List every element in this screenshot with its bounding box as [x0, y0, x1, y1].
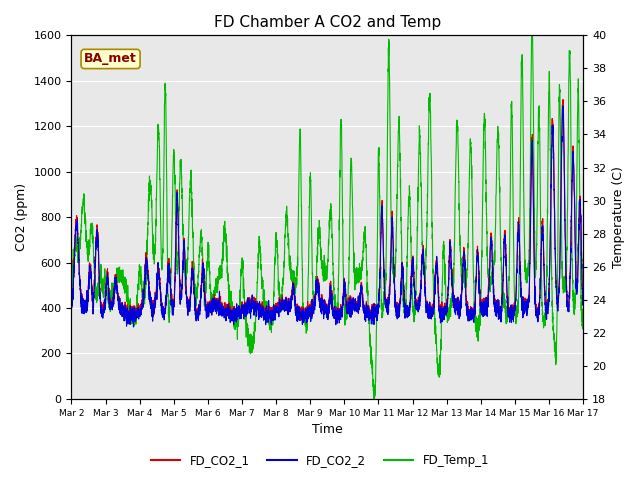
Y-axis label: CO2 (ppm): CO2 (ppm): [15, 183, 28, 251]
FD_Temp_1: [370, 396, 378, 402]
Line: FD_Temp_1: FD_Temp_1: [72, 36, 583, 399]
FD_CO2_1: [310, 296, 318, 301]
FD_CO2_1: [287, 304, 294, 310]
FD_Temp_1: [528, 33, 536, 38]
FD_CO2_1: [559, 96, 567, 102]
Legend: FD_CO2_1, FD_CO2_2, FD_Temp_1: FD_CO2_1, FD_CO2_2, FD_Temp_1: [146, 449, 494, 472]
FD_CO2_1: [332, 318, 340, 324]
FD_Temp_1: [282, 208, 290, 214]
FD_CO2_2: [538, 224, 546, 229]
FD_Temp_1: [310, 303, 318, 309]
Title: FD Chamber A CO2 and Temp: FD Chamber A CO2 and Temp: [214, 15, 441, 30]
FD_CO2_2: [283, 302, 291, 308]
Line: FD_CO2_1: FD_CO2_1: [72, 99, 583, 321]
Y-axis label: Temperature (C): Temperature (C): [612, 166, 625, 268]
FD_CO2_1: [538, 218, 546, 224]
FD_Temp_1: [538, 300, 546, 305]
FD_CO2_1: [440, 311, 447, 317]
FD_CO2_2: [287, 300, 294, 306]
FD_CO2_2: [440, 315, 447, 321]
FD_Temp_1: [440, 241, 447, 247]
FD_CO2_1: [282, 301, 290, 307]
FD_CO2_1: [579, 294, 587, 300]
FD_Temp_1: [287, 266, 294, 272]
FD_CO2_1: [564, 307, 572, 313]
FD_CO2_2: [579, 296, 587, 302]
Line: FD_CO2_2: FD_CO2_2: [72, 106, 583, 327]
FD_CO2_2: [564, 304, 572, 310]
FD_CO2_1: [68, 301, 76, 307]
FD_CO2_2: [130, 324, 138, 330]
FD_Temp_1: [564, 191, 572, 196]
FD_Temp_1: [579, 319, 587, 325]
FD_CO2_2: [559, 103, 567, 109]
FD_Temp_1: [68, 287, 76, 292]
FD_CO2_2: [311, 307, 319, 312]
X-axis label: Time: Time: [312, 423, 342, 436]
FD_CO2_2: [68, 308, 76, 314]
Text: BA_met: BA_met: [84, 52, 137, 65]
